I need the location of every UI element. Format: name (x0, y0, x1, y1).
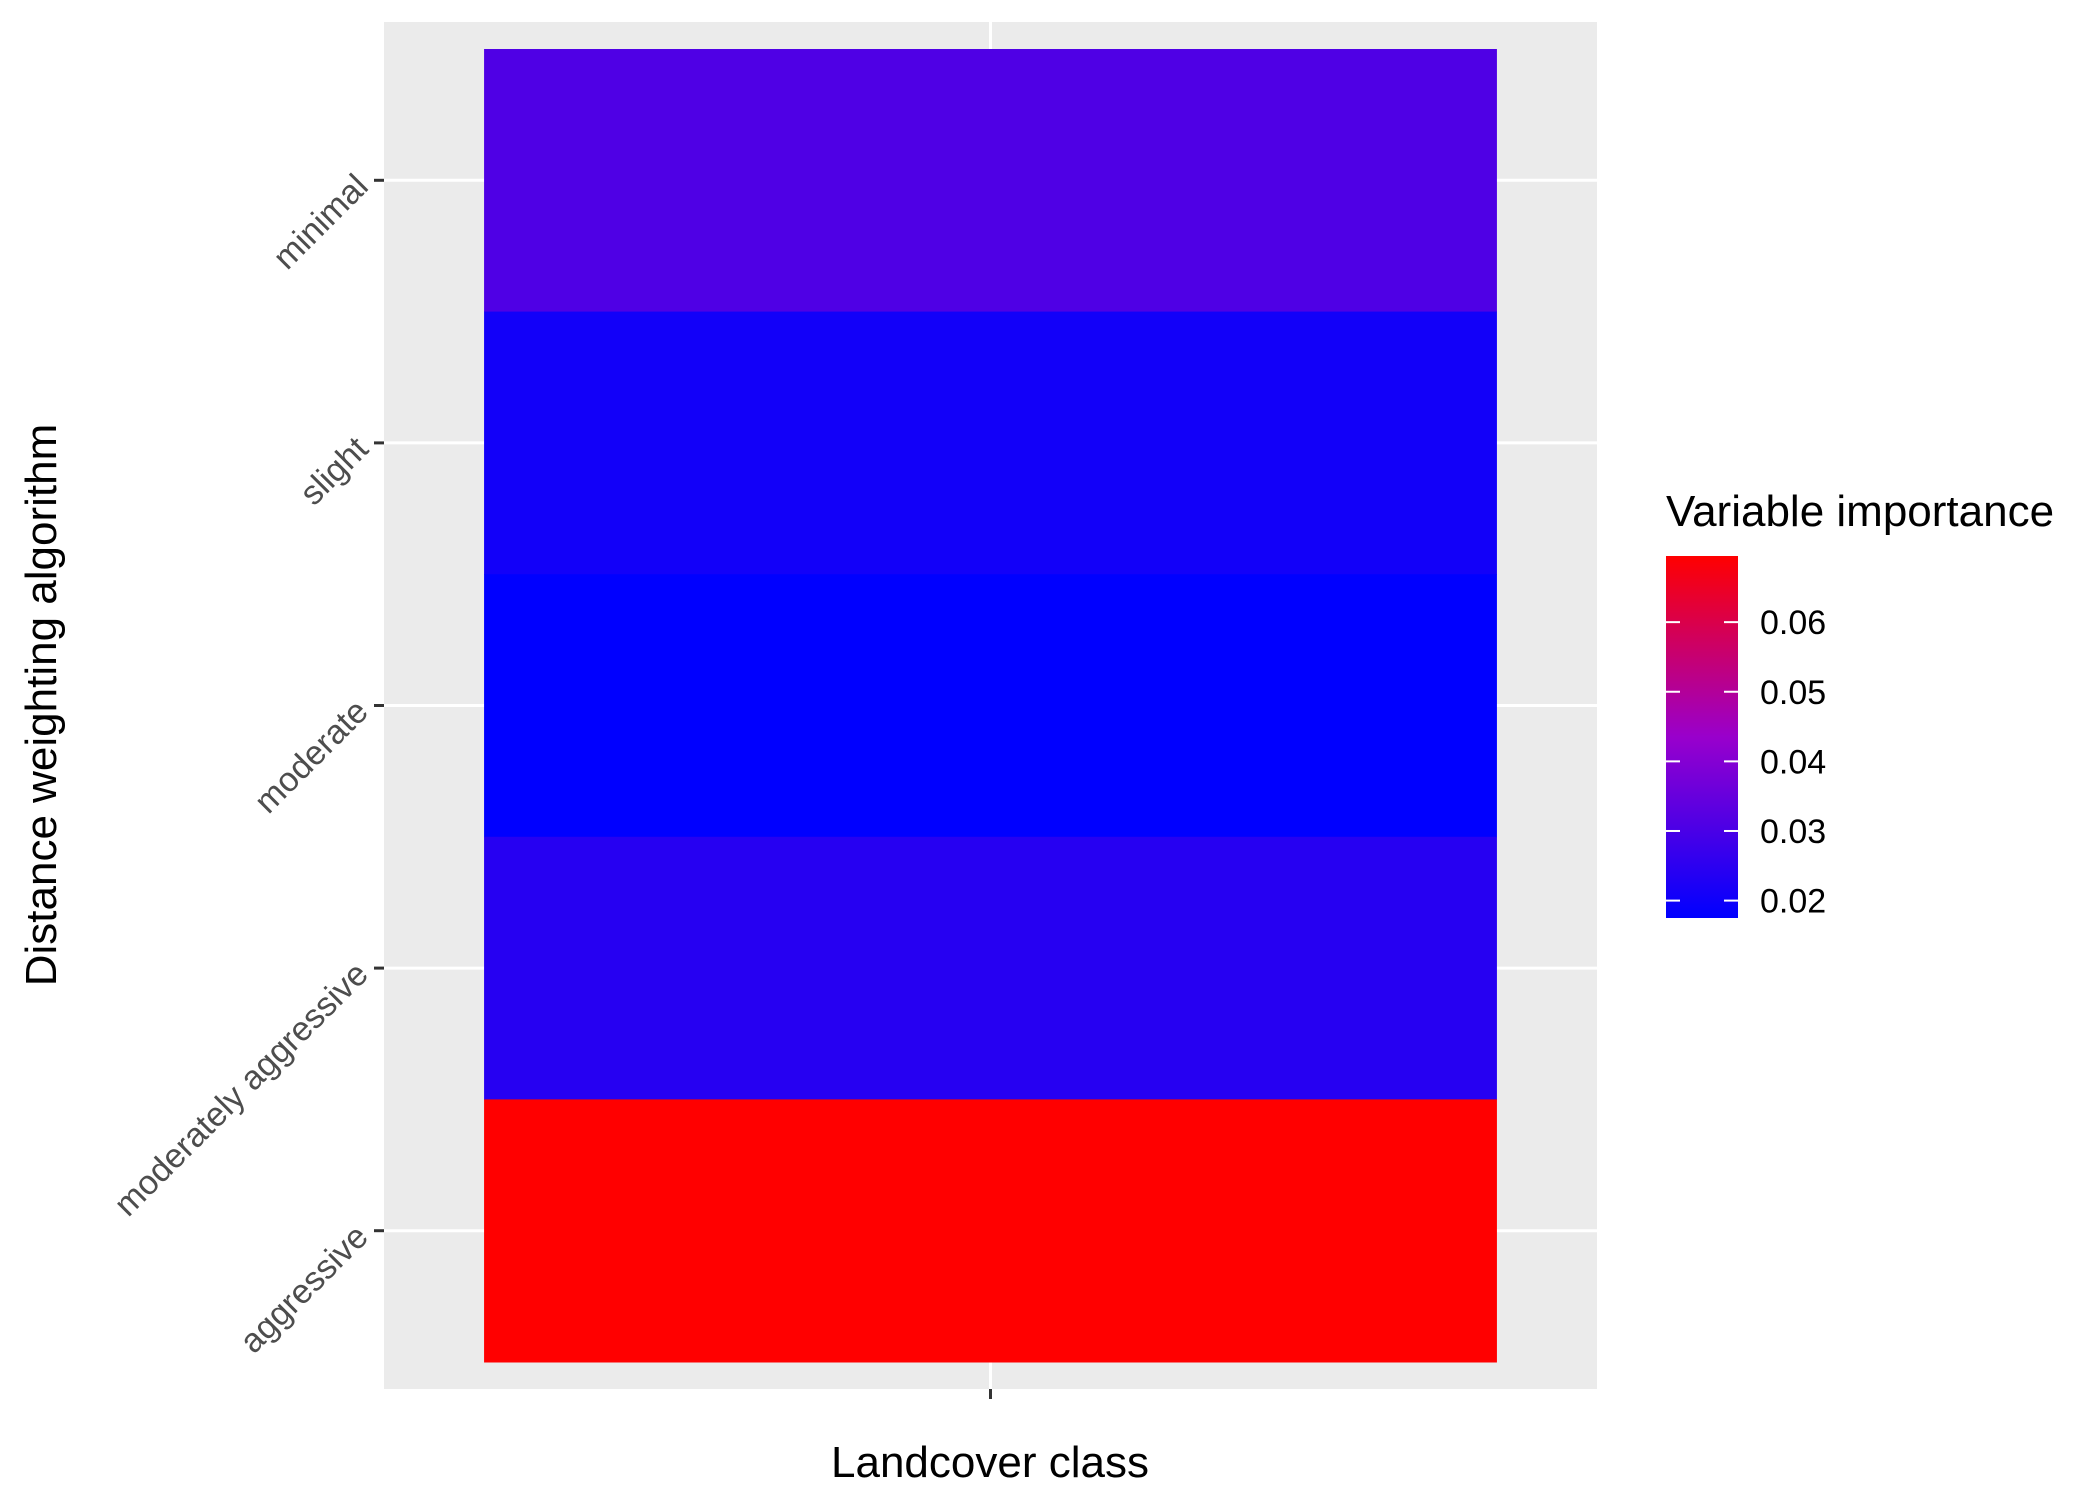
tile-aggressive (484, 1099, 1497, 1363)
y-axis-title: Distance weighting algorithm (17, 424, 66, 987)
legend-label-0: 0.02 (1760, 883, 1826, 921)
legend-label-1: 0.03 (1760, 813, 1826, 851)
legend-ticks: 0.02 0.03 0.04 0.05 0.06 (1666, 604, 1826, 921)
y-tick-label-slight: slight (293, 429, 376, 512)
legend-label-3: 0.05 (1760, 674, 1826, 712)
tile-slight (484, 311, 1497, 575)
y-tick-label-aggressive: aggressive (233, 1217, 376, 1360)
legend-label-4: 0.06 (1760, 604, 1826, 642)
legend-colorbar (1666, 556, 1738, 918)
tile-minimal (484, 49, 1497, 313)
y-tick-label-moderate: moderate (247, 692, 375, 820)
legend-title: Variable importance (1666, 487, 2054, 536)
x-axis-title: Landcover class (831, 1438, 1149, 1487)
y-tick-label-minimal: minimal (266, 167, 376, 277)
legend-label-2: 0.04 (1760, 743, 1826, 781)
color-legend: Variable importance 0.02 0.03 0.04 0.05 0.06 (1666, 487, 2054, 921)
tile-moderately-aggressive (484, 836, 1497, 1100)
heatmap-tiles (484, 49, 1497, 1363)
y-tick-label-moderately-aggressive: moderately aggressive (107, 955, 376, 1224)
tile-moderate (484, 574, 1497, 838)
